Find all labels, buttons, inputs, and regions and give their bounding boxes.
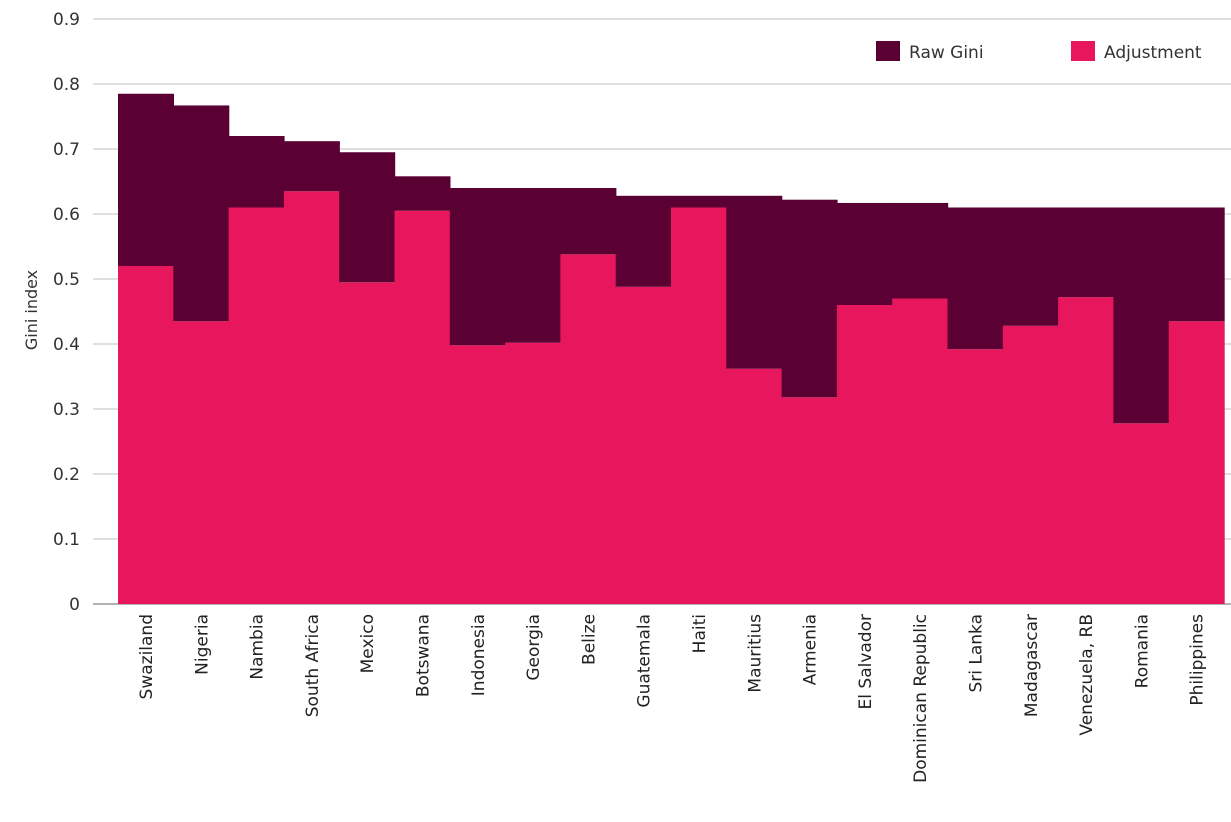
y-tick-label: 0.6	[53, 205, 80, 225]
x-tick-label: Mexico	[358, 614, 378, 673]
bar-adjustment	[118, 266, 174, 604]
x-tick-label: Swaziland	[137, 614, 157, 699]
x-tick-label: Belize	[579, 614, 599, 665]
x-tick-label: Romania	[1132, 614, 1152, 688]
y-tick-label: 0.9	[53, 10, 80, 30]
legend: Raw Gini Adjustment	[876, 41, 1202, 63]
bar-adjustment	[560, 254, 617, 605]
bar-raw-gini	[615, 195, 672, 287]
bar-raw-gini	[1168, 207, 1225, 322]
bar-adjustment	[892, 298, 949, 604]
bar-adjustment	[671, 207, 727, 604]
bar-adjustment	[726, 368, 783, 604]
x-tick-label: Nigeria	[192, 614, 212, 675]
y-tick-label: 0.2	[53, 465, 80, 485]
bar-adjustment	[228, 207, 285, 604]
x-tick-label: Mauritius	[745, 614, 765, 693]
x-axis-labels: Swaziland Nigeria Nambia South Africa Mexico…	[137, 614, 1208, 783]
legend-swatch-adjustment	[1071, 41, 1095, 61]
bar-adjustment	[394, 210, 451, 604]
bar-adjustment	[1113, 423, 1170, 604]
bar-adjustment	[1002, 325, 1059, 604]
bar-adjustment	[836, 305, 893, 604]
bar-adjustment	[781, 397, 838, 604]
bar-raw-gini	[1002, 207, 1059, 326]
y-tick-label: 0.1	[53, 530, 80, 550]
bar-raw-gini	[1113, 207, 1170, 424]
y-tick-label: 0	[69, 595, 80, 615]
bar-raw-gini	[283, 141, 340, 192]
x-tick-label: El Salvador	[856, 614, 876, 709]
x-tick-label: Nambia	[248, 614, 268, 680]
bar-raw-gini	[1058, 207, 1115, 298]
bar-raw-gini	[118, 93, 174, 266]
x-tick-label: Guatemala	[635, 614, 655, 708]
bar-raw-gini	[173, 105, 230, 322]
bar-adjustment	[173, 321, 230, 604]
bar-raw-gini	[339, 152, 396, 283]
bar-raw-gini	[947, 207, 1004, 350]
bar-adjustment	[449, 345, 506, 604]
bar-raw-gini	[836, 202, 893, 305]
bar-adjustment	[1058, 297, 1115, 604]
bar-raw-gini	[892, 202, 949, 299]
x-tick-label: Dominican Republic	[911, 614, 931, 783]
legend-label-adjustment: Adjustment	[1104, 43, 1202, 63]
y-tick-label: 0.8	[53, 75, 80, 95]
bar-raw-gini	[726, 195, 783, 369]
bar-adjustment	[283, 191, 340, 604]
y-tick-label: 0.3	[53, 400, 80, 420]
y-tick-label: 0.4	[53, 335, 80, 355]
legend-label-raw-gini: Raw Gini	[909, 43, 984, 63]
y-axis-ticks: 0 0.1 0.2 0.3 0.4 0.5 0.6 0.7 0.8 0.9	[53, 10, 80, 615]
y-tick-label: 0.7	[53, 140, 80, 160]
x-tick-label: Haiti	[690, 614, 710, 653]
x-tick-label: Venezuela, RB	[1077, 614, 1097, 736]
x-tick-label: Botswana	[414, 614, 434, 697]
x-tick-label: Madagascar	[1022, 614, 1042, 717]
bar-raw-gini	[560, 188, 617, 255]
bar-raw-gini	[781, 199, 838, 398]
bar-adjustment	[947, 349, 1004, 604]
x-tick-label: Indonesia	[469, 614, 489, 696]
x-tick-label: Philippines	[1188, 614, 1208, 706]
bar-raw-gini	[449, 188, 506, 346]
x-tick-label: Georgia	[524, 614, 544, 681]
x-tick-label: South Africa	[303, 614, 323, 717]
legend-swatch-raw-gini	[876, 41, 900, 61]
bar-adjustment	[615, 286, 672, 604]
x-tick-label: Sri Lanka	[967, 614, 987, 693]
y-axis-title: Gini index	[22, 270, 41, 350]
bar-adjustment	[505, 342, 562, 604]
x-tick-label: Armenia	[801, 614, 821, 685]
bar-adjustment	[1168, 321, 1225, 604]
bar-raw-gini	[505, 188, 562, 343]
bar-raw-gini	[394, 176, 451, 211]
bars	[118, 93, 1225, 605]
bar-raw-gini	[671, 195, 727, 208]
bar-adjustment	[339, 282, 396, 604]
y-tick-label: 0.5	[53, 270, 80, 290]
bar-raw-gini	[228, 136, 285, 208]
